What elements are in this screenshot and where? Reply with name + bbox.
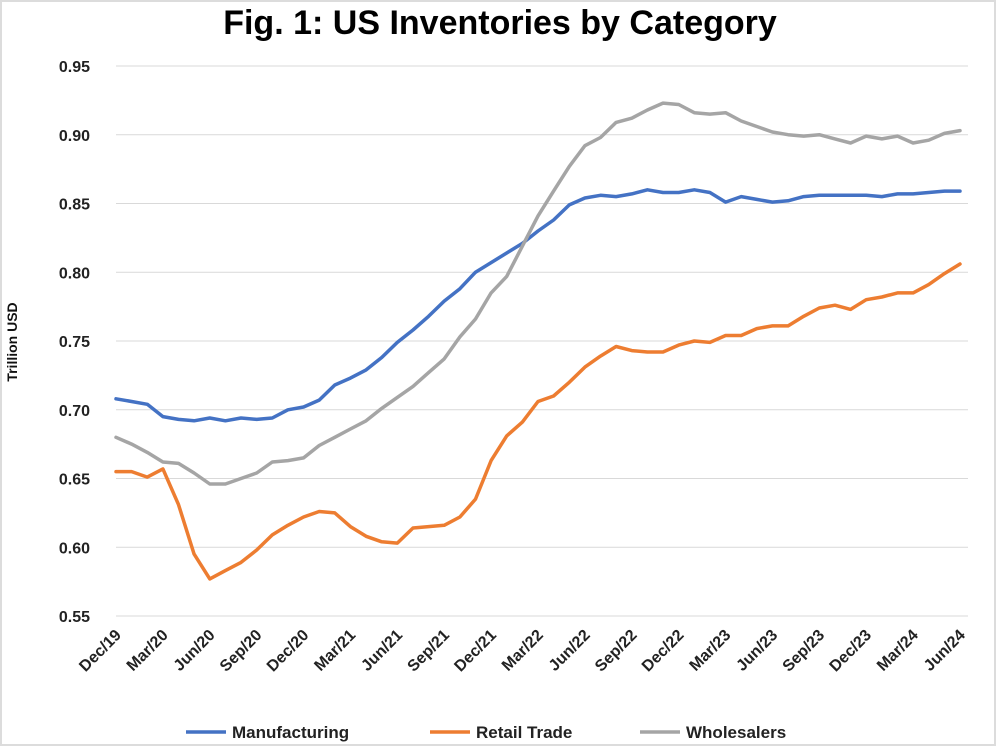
x-tick-label: Mar/20 [124,627,172,675]
y-tick-label: 0.85 [59,197,90,214]
y-axis-label: Trillion USD [4,302,20,381]
x-tick-label: Sep/21 [405,627,454,676]
legend: Manufacturing Retail Trade Wholesalers [186,723,786,742]
y-tick-label: 0.55 [59,609,90,626]
series-line-manufacturing [114,188,962,423]
y-tick-label: 0.70 [59,403,90,420]
series-line-retail-trade [114,262,962,581]
x-tick-label: Dec/19 [76,627,125,676]
chart-title: Fig. 1: US Inventories by Category [223,4,777,42]
y-tick-label: 0.95 [59,59,90,76]
x-tick-label: Jun/23 [733,627,781,675]
x-tick-label: Mar/22 [499,627,547,675]
legend-label-manufacturing: Manufacturing [232,723,349,742]
x-tick-label: Sep/22 [592,627,641,676]
x-tick-label: Jun/20 [171,627,219,675]
y-tick-label: 0.60 [59,540,90,557]
x-tick-label: Jun/24 [921,627,969,675]
y-tick-label: 0.90 [59,128,90,145]
series-lines [114,101,962,581]
legend-label-wholesalers: Wholesalers [686,723,786,742]
x-tick-label: Jun/22 [546,627,594,675]
y-tick-label: 0.80 [59,265,90,282]
x-tick-label: Sep/23 [780,627,829,676]
x-tick-label: Mar/21 [311,627,359,675]
x-tick-label: Dec/23 [827,627,876,676]
legend-label-retail-trade: Retail Trade [476,723,572,742]
x-tick-label: Jun/21 [358,627,406,675]
x-tick-label: Dec/22 [639,627,688,676]
series-line-wholesalers [114,101,962,486]
x-tick-label: Dec/20 [264,627,313,676]
y-tick-label: 0.75 [59,334,90,351]
x-tick-label: Mar/23 [687,627,735,675]
x-tick-label: Dec/21 [451,627,500,676]
x-tick-label: Mar/24 [874,627,922,675]
y-axis-ticks: 0.55 0.60 0.65 0.70 0.75 0.80 0.85 0.90 0.95 [59,59,90,626]
gridlines [116,65,968,617]
x-tick-label: Sep/20 [217,627,266,676]
y-tick-label: 0.65 [59,472,90,489]
